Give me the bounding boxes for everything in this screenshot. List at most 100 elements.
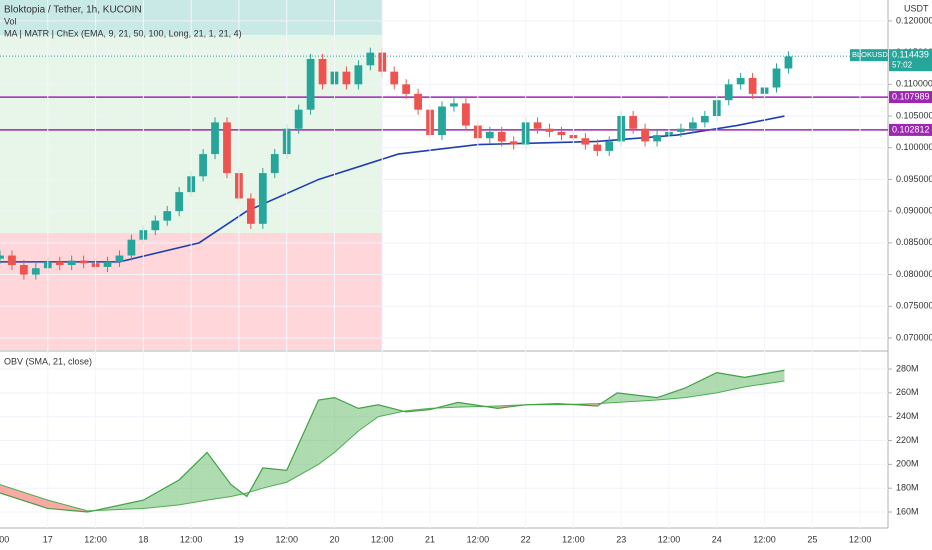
candle-body [784, 56, 793, 69]
candle-body [581, 138, 590, 145]
candle-body [485, 131, 494, 139]
moving-average [0, 115, 785, 263]
y-tick-label: 0.110000 [896, 79, 932, 89]
candle-body [677, 128, 685, 132]
obv-title: OBV (SMA, 21, close) [4, 356, 92, 366]
obv-fill [617, 392, 658, 403]
last-price-box [889, 49, 932, 72]
candle-body [557, 131, 566, 136]
candle-body [175, 192, 184, 212]
level-label-box [889, 123, 932, 136]
obv-fill [716, 372, 745, 393]
x-tick-label: 12:00 [275, 534, 298, 544]
obv-fill [358, 404, 379, 432]
obv-fill [286, 400, 319, 483]
volume-label: Vol [4, 16, 17, 26]
candle-body [115, 255, 124, 262]
y-tick-label: 180M [896, 483, 919, 493]
obv-fill [318, 397, 335, 465]
candle-body [342, 71, 351, 85]
candle-body [8, 255, 16, 266]
candle-body [414, 93, 422, 110]
candle-body [127, 239, 136, 256]
candle-body [641, 128, 649, 142]
candle-body [390, 71, 399, 85]
candle-body [438, 106, 446, 136]
candle-body [151, 220, 160, 231]
candle-body [605, 141, 614, 151]
candle-body [700, 116, 709, 123]
candle-body [736, 77, 745, 85]
candle-body [55, 261, 64, 266]
candle-body [246, 198, 255, 224]
y-tick-label: 0.085000 [896, 237, 932, 247]
y-tick-label: 200M [896, 459, 919, 469]
level-label: 0.102812 [892, 124, 930, 134]
y-tick-label: 240M [896, 411, 919, 421]
level-label: 0.107989 [892, 91, 930, 101]
candle-body [306, 58, 315, 110]
x-tick-label: 17 [43, 534, 53, 544]
candle-body [354, 65, 363, 85]
candle-body [748, 77, 757, 94]
candle-body [533, 122, 542, 129]
y-tick-label: 0.070000 [896, 332, 932, 342]
obv-fill [0, 484, 48, 509]
symbol-label: BLOKUSDT [852, 50, 893, 59]
x-tick-label: 12:00 [371, 534, 394, 544]
chart-title: Bloktopia / Tether, 1h, KUCOIN [4, 5, 142, 16]
candle-body [366, 52, 375, 66]
candle-body [199, 154, 207, 177]
candle-body [653, 135, 661, 142]
y-tick-label: 0.095000 [896, 174, 932, 184]
x-tick-label: 21 [425, 534, 435, 544]
x-tick-label: 12:00 [562, 534, 585, 544]
obv-fill [334, 397, 359, 453]
candle-body [79, 260, 88, 264]
candle-body [223, 122, 231, 174]
x-tick-label: 23 [616, 534, 626, 544]
obv-fill [179, 452, 208, 505]
candle-body [318, 58, 327, 85]
candle-body [724, 84, 733, 101]
candle-body [545, 128, 554, 132]
candle-body [270, 154, 279, 174]
candle-body [629, 116, 638, 129]
y-tick-label: 0.080000 [896, 269, 932, 279]
y-tick-label: 0.090000 [896, 206, 932, 216]
candle-body [20, 265, 28, 275]
obv-line [0, 369, 785, 513]
last-price: 0.114439 [892, 50, 929, 60]
candle-body [31, 268, 40, 275]
y-tick-label: 0.100000 [896, 142, 932, 152]
candle-body [258, 173, 267, 224]
candle-body [772, 68, 781, 88]
indicator-label: MA | MATR | ChEx (EMA, 9, 21, 50, 100, L… [4, 28, 242, 38]
symbol-box [850, 49, 888, 62]
candle-body [509, 141, 518, 145]
candle-body [163, 211, 172, 221]
axis-unit: USDT [904, 3, 929, 13]
countdown: 57:02 [892, 60, 913, 69]
candle-body [462, 103, 470, 126]
candle-body [450, 103, 458, 107]
y-tick-label: 160M [896, 506, 919, 516]
candle-body [294, 109, 303, 129]
x-tick-label: 12:00 [84, 534, 107, 544]
x-tick-label: 12:00 [180, 534, 203, 544]
x-tick-label: 25 [807, 534, 817, 544]
sma-line [0, 380, 785, 512]
x-tick-label: 12:00 [0, 534, 9, 544]
candle-body [402, 84, 411, 94]
obv-fill [744, 370, 785, 387]
obv-fill [684, 372, 717, 398]
x-tick-label: 22 [521, 534, 531, 544]
x-tick-label: 19 [234, 534, 244, 544]
y-tick-label: 0.105000 [896, 110, 932, 120]
x-tick-label: 12:00 [467, 534, 490, 544]
x-tick-label: 12:00 [658, 534, 681, 544]
obv-fill [143, 479, 180, 509]
x-tick-label: 18 [138, 534, 148, 544]
